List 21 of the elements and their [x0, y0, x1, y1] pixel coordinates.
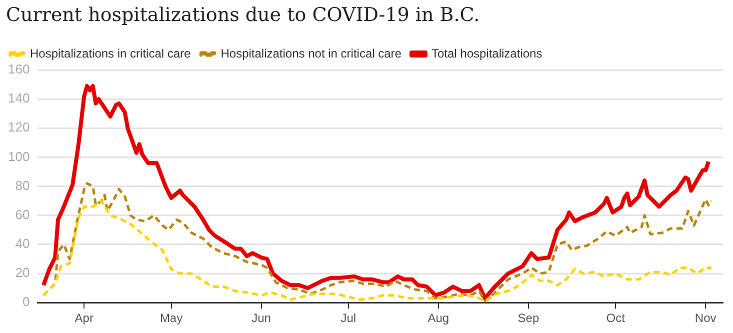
y-tick-label: 120: [8, 120, 30, 135]
x-tick-label: Nov: [694, 311, 716, 326]
y-tick-label: 160: [8, 62, 30, 77]
x-tick-label: May: [160, 311, 183, 326]
y-tick-label: 40: [15, 236, 30, 252]
x-tick-label: Sep: [518, 311, 540, 326]
legend-label: Hospitalizations not in critical care: [220, 46, 402, 60]
y-tick-label: 60: [15, 206, 30, 222]
chart-title: Current hospitalizations due to COVID-19 in B.C.: [6, 4, 480, 26]
y-tick-label: 80: [15, 178, 30, 193]
x-tick-label: Aug: [428, 311, 450, 326]
y-tick-label: 100: [8, 148, 30, 164]
y-tick-label: 20: [15, 265, 30, 280]
y-tick-label: 0: [22, 294, 30, 310]
legend-label: Total hospitalizations: [431, 46, 542, 60]
x-tick-label: Jul: [340, 311, 356, 326]
legend-label: Hospitalizations in critical care: [30, 46, 192, 60]
y-tick-label: 140: [8, 90, 30, 106]
x-tick-label: Oct: [606, 311, 626, 326]
x-tick-label: Jun: [252, 311, 271, 326]
x-tick-label: Apr: [74, 311, 94, 326]
